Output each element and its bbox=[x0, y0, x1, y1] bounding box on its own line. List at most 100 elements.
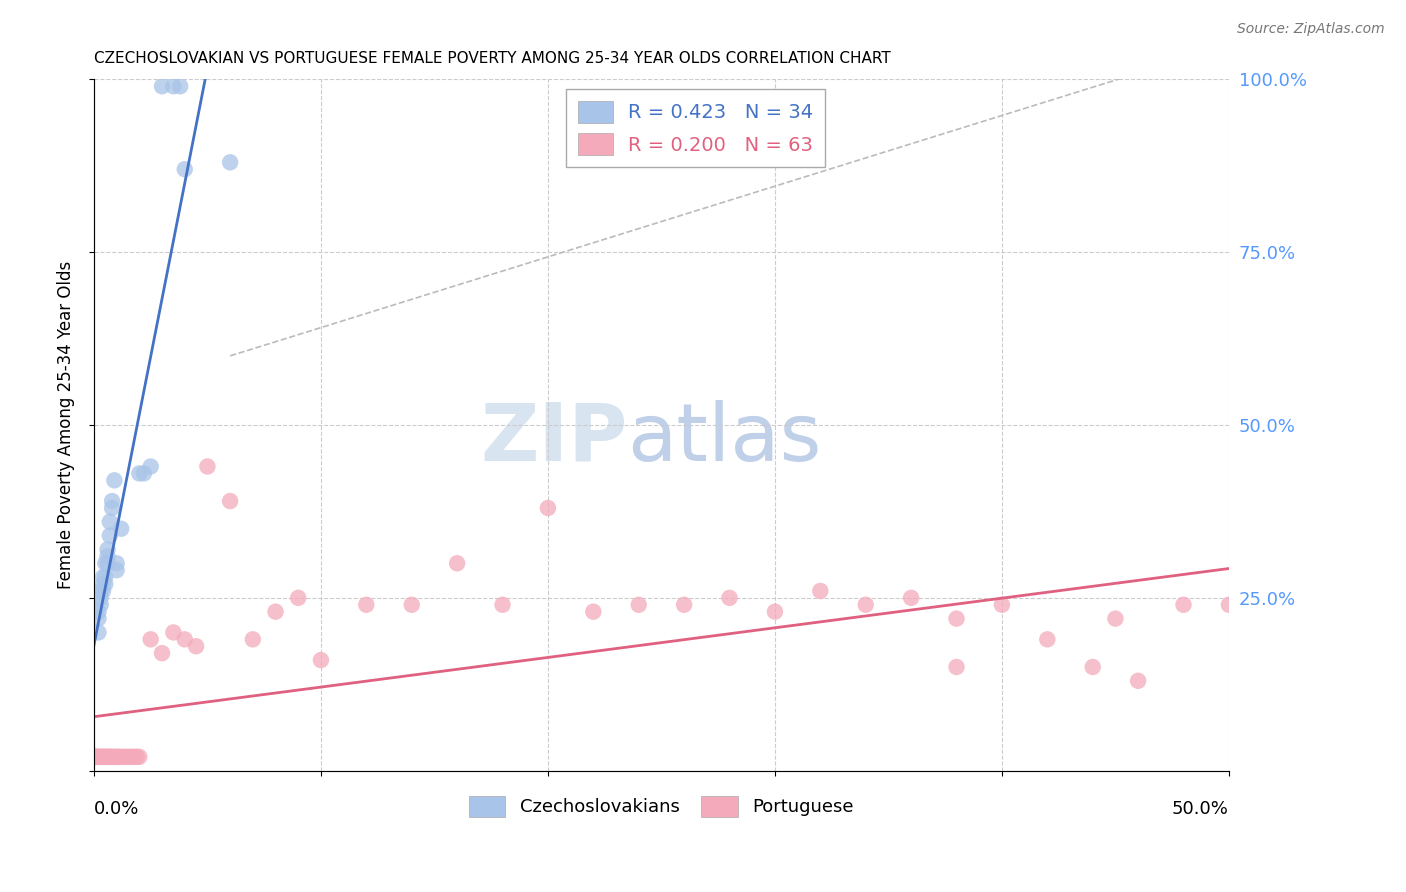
Point bbox=[150, 79, 173, 94]
Point bbox=[219, 494, 242, 508]
Legend: Czechoslovakians, Portuguese: Czechoslovakians, Portuguese bbox=[463, 789, 860, 824]
Point bbox=[98, 750, 121, 764]
Point bbox=[184, 639, 207, 653]
Point bbox=[120, 750, 142, 764]
Point bbox=[94, 570, 117, 584]
Point bbox=[91, 577, 114, 591]
Point bbox=[132, 467, 155, 481]
Point bbox=[114, 750, 136, 764]
Point bbox=[105, 563, 128, 577]
Point bbox=[105, 750, 128, 764]
Point bbox=[90, 750, 112, 764]
Point bbox=[173, 632, 195, 647]
Point bbox=[162, 79, 184, 94]
Point bbox=[139, 632, 162, 647]
Point bbox=[287, 591, 309, 605]
Point bbox=[582, 605, 605, 619]
Point bbox=[96, 750, 118, 764]
Point bbox=[1173, 598, 1195, 612]
Text: 50.0%: 50.0% bbox=[1173, 800, 1229, 818]
Point bbox=[124, 750, 146, 764]
Point bbox=[855, 598, 877, 612]
Text: CZECHOSLOVAKIAN VS PORTUGUESE FEMALE POVERTY AMONG 25-34 YEAR OLDS CORRELATION C: CZECHOSLOVAKIAN VS PORTUGUESE FEMALE POV… bbox=[94, 51, 890, 66]
Point bbox=[87, 750, 110, 764]
Point bbox=[401, 598, 423, 612]
Point bbox=[91, 570, 114, 584]
Point bbox=[83, 750, 105, 764]
Y-axis label: Female Poverty Among 25-34 Year Olds: Female Poverty Among 25-34 Year Olds bbox=[58, 260, 75, 589]
Point bbox=[101, 750, 124, 764]
Point bbox=[87, 605, 110, 619]
Point bbox=[945, 660, 967, 674]
Point bbox=[96, 542, 118, 557]
Point bbox=[491, 598, 513, 612]
Point bbox=[197, 459, 219, 474]
Point bbox=[91, 750, 114, 764]
Point bbox=[173, 162, 195, 177]
Point bbox=[1218, 598, 1240, 612]
Point bbox=[94, 750, 117, 764]
Point bbox=[264, 605, 287, 619]
Point bbox=[627, 598, 650, 612]
Point bbox=[98, 515, 121, 529]
Point bbox=[96, 750, 118, 764]
Point bbox=[96, 556, 118, 570]
Point bbox=[718, 591, 741, 605]
Point bbox=[242, 632, 264, 647]
Point bbox=[121, 750, 143, 764]
Point bbox=[991, 598, 1014, 612]
Point bbox=[108, 750, 131, 764]
Point bbox=[91, 583, 114, 598]
Point bbox=[101, 750, 124, 764]
Point bbox=[105, 556, 128, 570]
Point bbox=[90, 598, 112, 612]
Point bbox=[128, 750, 150, 764]
Point bbox=[84, 750, 107, 764]
Point bbox=[101, 494, 124, 508]
Point bbox=[900, 591, 922, 605]
Point bbox=[98, 528, 121, 542]
Point bbox=[446, 556, 468, 570]
Point bbox=[87, 625, 110, 640]
Point bbox=[1104, 611, 1126, 625]
Point bbox=[1081, 660, 1104, 674]
Point bbox=[94, 556, 117, 570]
Point bbox=[128, 467, 150, 481]
Point bbox=[356, 598, 378, 612]
Point bbox=[96, 549, 118, 564]
Point bbox=[673, 598, 696, 612]
Text: atlas: atlas bbox=[627, 400, 821, 478]
Point bbox=[808, 583, 831, 598]
Point bbox=[110, 522, 132, 536]
Point bbox=[110, 750, 132, 764]
Point bbox=[87, 611, 110, 625]
Point bbox=[84, 750, 107, 764]
Point bbox=[101, 500, 124, 515]
Point bbox=[87, 750, 110, 764]
Text: Source: ZipAtlas.com: Source: ZipAtlas.com bbox=[1237, 22, 1385, 37]
Point bbox=[98, 750, 121, 764]
Point bbox=[94, 577, 117, 591]
Point bbox=[90, 750, 112, 764]
Point bbox=[219, 155, 242, 169]
Point bbox=[139, 459, 162, 474]
Point bbox=[117, 750, 139, 764]
Point bbox=[103, 473, 125, 487]
Text: 0.0%: 0.0% bbox=[94, 800, 139, 818]
Point bbox=[112, 750, 135, 764]
Point bbox=[1036, 632, 1059, 647]
Point bbox=[945, 611, 967, 625]
Point bbox=[537, 500, 560, 515]
Point bbox=[169, 79, 191, 94]
Point bbox=[91, 750, 114, 764]
Point bbox=[90, 583, 112, 598]
Point bbox=[125, 750, 148, 764]
Point bbox=[94, 750, 117, 764]
Point bbox=[84, 750, 107, 764]
Point bbox=[1126, 673, 1149, 688]
Point bbox=[83, 750, 105, 764]
Point bbox=[309, 653, 332, 667]
Point bbox=[150, 646, 173, 660]
Point bbox=[162, 625, 184, 640]
Point bbox=[84, 750, 107, 764]
